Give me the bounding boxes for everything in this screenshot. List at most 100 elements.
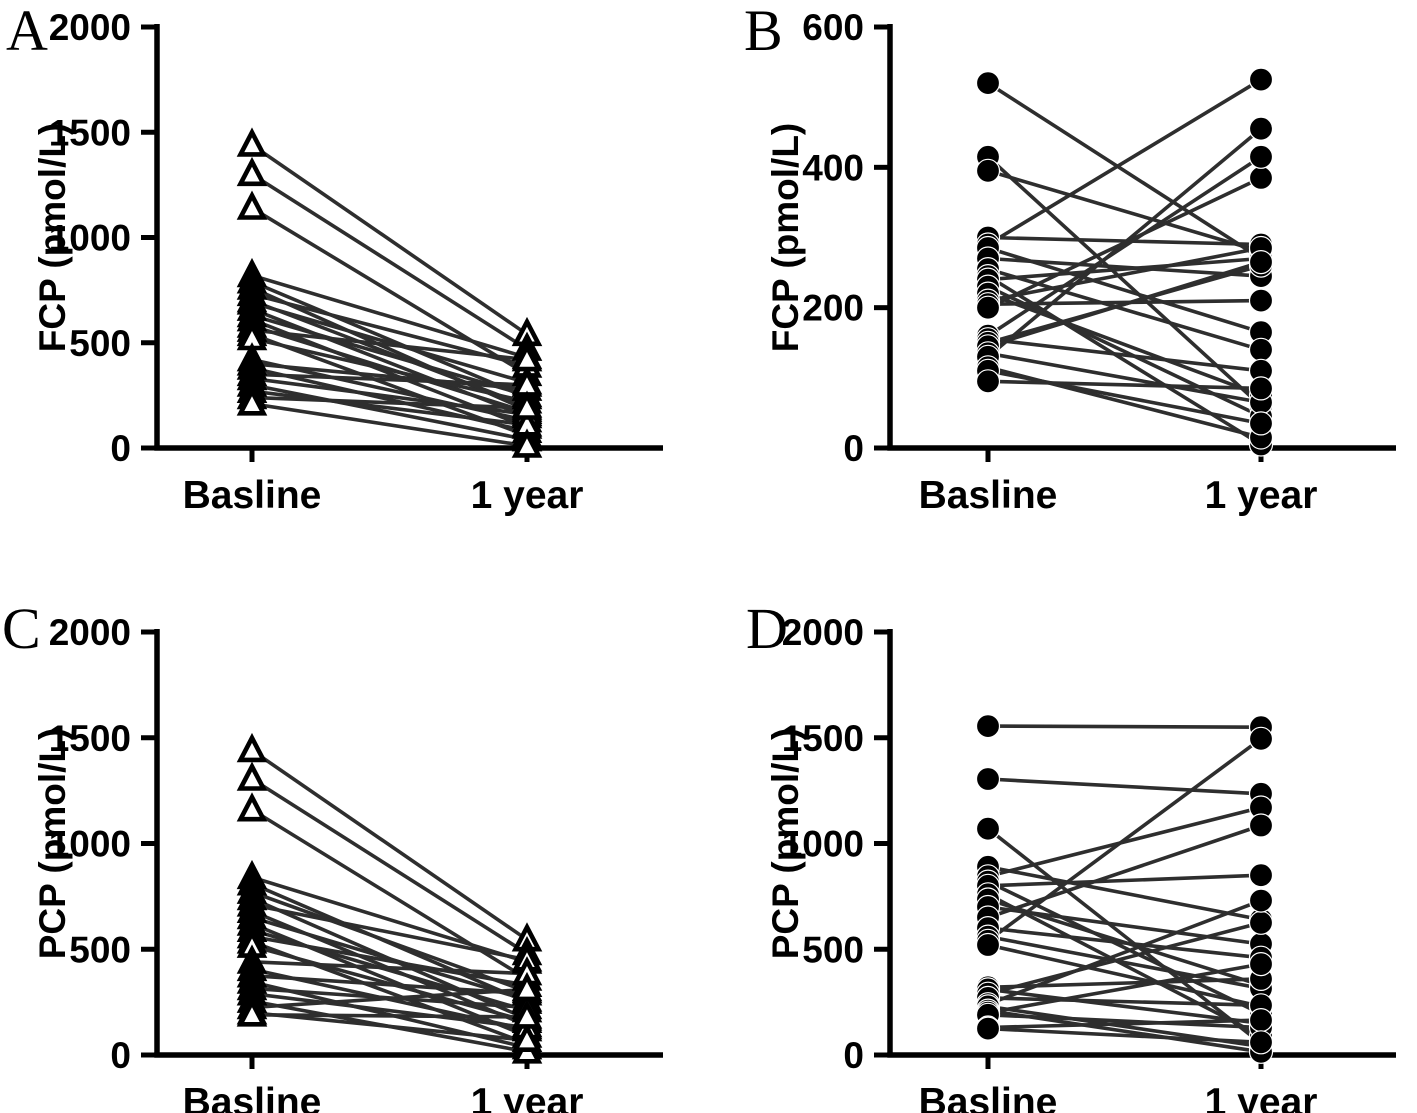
- triangle-marker: [511, 390, 543, 420]
- connector-line: [987, 260, 1262, 349]
- connector-lines: [250, 143, 529, 448]
- connector-line: [987, 962, 1262, 1015]
- connector-line: [987, 898, 1262, 1006]
- connector-line: [987, 337, 1262, 373]
- panel-C: 0 500 1000 1500 2000 Basline 1 year PCP (pmol/L…: [32, 612, 663, 1113]
- triangle-marker: [236, 732, 268, 763]
- triangle-marker: [236, 127, 268, 157]
- circle-marker: [1248, 888, 1274, 913]
- circle-marker: [975, 158, 1001, 183]
- triangle-marker: [236, 792, 268, 822]
- connector-line: [251, 875, 528, 964]
- circle-marker: [1248, 250, 1274, 275]
- connector-line: [251, 301, 528, 385]
- y-tick-label: 1500: [49, 112, 131, 153]
- data-markers: [975, 67, 1274, 457]
- connector-line: [987, 351, 1262, 405]
- connector-lines: [986, 78, 1263, 447]
- y-tick-label: 1000: [782, 824, 864, 865]
- circle-marker: [1248, 288, 1274, 313]
- connector-line: [987, 1026, 1262, 1045]
- connector-line: [987, 724, 1262, 729]
- data-markers: [236, 127, 543, 458]
- connector-line: [987, 169, 1262, 254]
- circle-marker: [1248, 1007, 1274, 1033]
- x-category-label: 1 year: [1205, 474, 1318, 517]
- connector-line: [986, 737, 1263, 943]
- y-tick-label: 0: [110, 1035, 131, 1076]
- connector-line: [987, 926, 1262, 960]
- connector-lines: [986, 724, 1263, 1054]
- circle-marker: [975, 369, 1001, 394]
- y-tick-label: 500: [69, 323, 131, 364]
- connector-line: [987, 777, 1262, 796]
- circle-marker: [1248, 67, 1274, 92]
- connector-line: [251, 280, 528, 400]
- connector-line: [251, 1010, 528, 1042]
- y-tick-label: 1500: [782, 718, 864, 759]
- y-axis-title: PCP (pmol/L): [32, 728, 73, 960]
- circle-marker: [975, 1016, 1001, 1041]
- circle-marker: [975, 295, 1001, 320]
- circle-marker: [1248, 144, 1274, 169]
- connector-line: [987, 291, 1262, 398]
- connector-lines: [250, 748, 529, 1054]
- connector-line: [987, 1013, 1262, 1030]
- circle-marker: [1248, 726, 1274, 751]
- x-category-label: 1 year: [1205, 1081, 1318, 1113]
- connector-line: [987, 921, 1262, 996]
- panel-letter-d: D: [746, 596, 788, 661]
- connector-line: [987, 81, 1262, 261]
- connector-line: [987, 987, 1262, 1026]
- circle-marker: [975, 70, 1001, 96]
- connector-line: [251, 172, 528, 351]
- y-tick-label: 200: [802, 288, 864, 329]
- x-category-label: Basline: [183, 474, 322, 517]
- circle-marker: [1248, 863, 1274, 888]
- connector-line: [251, 991, 528, 1030]
- y-tick-label: 500: [802, 929, 864, 970]
- triangle-marker: [511, 428, 543, 458]
- y-tick-label: 1000: [49, 824, 131, 865]
- panel-D: 0 500 1000 1500 2000 Basline 1 year PCP (pmol/L…: [765, 612, 1396, 1113]
- connector-line: [987, 905, 1262, 946]
- circle-marker: [1248, 910, 1274, 935]
- connector-line: [250, 748, 529, 942]
- connector-line: [251, 915, 528, 1002]
- connector-line: [987, 943, 1262, 1009]
- circle-marker: [975, 816, 1001, 841]
- circle-marker: [1248, 116, 1274, 141]
- circle-marker: [975, 932, 1001, 958]
- connector-line: [251, 777, 528, 956]
- panel-letter-c: C: [2, 596, 41, 661]
- connector-line: [251, 336, 528, 404]
- connector-line: [987, 369, 1262, 426]
- connector-line: [251, 389, 528, 427]
- y-tick-label: 600: [802, 7, 864, 48]
- connector-line: [987, 1018, 1262, 1030]
- y-tick-label: 500: [69, 929, 131, 970]
- panel-letter-b: B: [744, 0, 783, 63]
- circle-marker: [1248, 376, 1274, 401]
- connector-line: [987, 267, 1262, 352]
- connector-line: [987, 78, 1262, 247]
- x-category-label: Basline: [919, 1081, 1058, 1113]
- y-tick-label: 0: [843, 428, 864, 469]
- connector-line: [987, 892, 1262, 1038]
- connector-line: [251, 328, 528, 362]
- connector-line: [251, 987, 528, 1010]
- x-category-label: 1 year: [471, 474, 584, 517]
- data-markers: [975, 713, 1274, 1064]
- y-tick-label: 1000: [49, 218, 131, 259]
- y-axis-title: FCP (pmol/L): [32, 123, 73, 353]
- connector-line: [251, 1013, 528, 1019]
- triangle-marker: [236, 386, 268, 416]
- x-category-label: Basline: [183, 1081, 322, 1113]
- triangle-marker: [236, 997, 268, 1027]
- circle-marker: [1248, 1030, 1274, 1055]
- connector-line: [251, 383, 528, 442]
- y-tick-label: 2000: [782, 612, 864, 653]
- connector-line: [251, 273, 528, 360]
- y-tick-label: 0: [110, 428, 131, 469]
- circle-marker: [1248, 165, 1274, 190]
